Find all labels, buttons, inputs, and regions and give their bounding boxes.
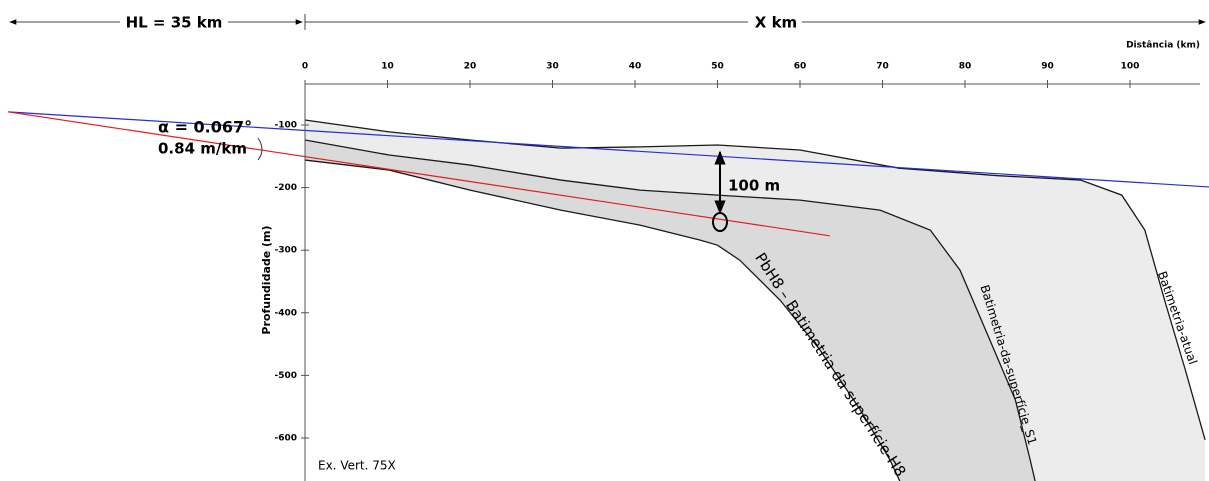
angle-label: α = 0.067° [158, 118, 252, 137]
y-tick-label: -400 [274, 308, 297, 318]
offset-label: 100 m [728, 177, 780, 195]
area-fill [305, 160, 900, 481]
series-line [7, 111, 830, 237]
x-span-label: X km [755, 14, 797, 32]
x-tick-label: 20 [464, 62, 477, 72]
marker-ellipse [712, 212, 728, 232]
series-line [304, 159, 901, 481]
x-tick-label: 30 [546, 62, 559, 72]
y-tick-label: -600 [274, 433, 297, 443]
y-tick-label: -300 [274, 246, 297, 256]
x-tick-label: 100 [1121, 62, 1140, 72]
series-line [304, 139, 1036, 481]
gradient-label: 0.84 m/km [158, 140, 247, 158]
x-tick-label: 90 [1041, 62, 1054, 72]
y-tick-label: -200 [274, 183, 297, 193]
x-tick-label: 60 [794, 62, 807, 72]
x-tick-label: 10 [381, 62, 394, 72]
x-tick-label: 70 [876, 62, 889, 72]
series-line [7, 111, 1209, 188]
x-axis-label: Distância (km) [1126, 41, 1200, 51]
fills [305, 119, 1206, 481]
angle-arc [257, 137, 263, 161]
x-tick-label: 40 [629, 62, 642, 72]
label-bg [120, 12, 228, 32]
y-tick-label: -500 [274, 371, 297, 381]
exaggeration-label: Ex. Vert. 75X [318, 459, 396, 473]
x-tick-label: 0 [302, 62, 308, 72]
label-bg [748, 12, 802, 32]
x-tick-label: 50 [711, 62, 724, 72]
lines [7, 111, 1209, 481]
x-tick-label: 80 [959, 62, 972, 72]
y-axis-label: Profundidade (m) [260, 225, 273, 334]
hl-label: HL = 35 km [126, 14, 223, 32]
y-tick-label: -100 [274, 120, 297, 130]
